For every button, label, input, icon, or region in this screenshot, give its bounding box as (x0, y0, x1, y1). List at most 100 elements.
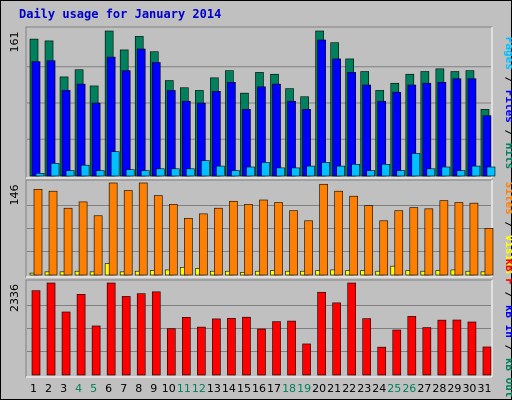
x-tick-label: 13 (207, 382, 221, 395)
bar-files-day-18 (287, 100, 296, 177)
bar-kbytes-day-23 (362, 318, 372, 376)
bar-files-day-21 (332, 58, 341, 177)
bar-sites-day-9 (153, 195, 163, 276)
bar-kbytes-day-2 (46, 282, 56, 376)
bar-sites-day-27 (424, 208, 434, 276)
x-tick-label: 16 (252, 382, 266, 395)
bar-kbytes-day-4 (76, 294, 86, 376)
bar-kbytes-day-29 (452, 319, 462, 376)
bar-files-day-27 (422, 82, 432, 177)
bar-files-day-14 (227, 82, 236, 177)
bar-kbytes-day-22 (347, 282, 356, 376)
bar-pages-day-30 (471, 165, 481, 177)
bar-sites-day-22 (349, 195, 358, 276)
x-tick-label: 22 (342, 382, 356, 395)
legend-sites-visits: Sites / Visits (503, 182, 512, 275)
bar-files-day-17 (272, 83, 281, 177)
bar-pages-day-26 (411, 153, 421, 177)
bar-sites-day-21 (334, 190, 343, 276)
bar-sites-day-11 (184, 217, 193, 276)
bar-kbytes-day-27 (422, 327, 432, 376)
bar-kbytes-day-20 (317, 291, 326, 376)
x-tick-label: 28 (432, 382, 446, 395)
bar-pages-day-2 (50, 163, 60, 177)
bar-pages-day-11 (186, 168, 195, 177)
bar-kbytes-day-3 (61, 311, 71, 376)
bar-kbytes-day-30 (467, 321, 477, 376)
bar-kbytes-day-19 (302, 343, 311, 376)
bar-sites-day-31 (484, 228, 494, 276)
bar-sites-day-14 (229, 200, 238, 276)
bar-pages-day-1 (35, 172, 45, 177)
bar-pages-day-6 (110, 151, 120, 177)
bar-pages-day-22 (351, 163, 360, 177)
x-tick-label: 25 (387, 382, 401, 395)
bar-sites-day-12 (199, 213, 208, 276)
bar-files-day-4 (76, 83, 86, 177)
bar-files-day-8 (136, 48, 146, 177)
x-tick-label: 7 (120, 382, 127, 395)
x-tick-label: 24 (372, 382, 386, 395)
bar-sites-day-2 (48, 190, 58, 276)
bar-pages-day-27 (426, 168, 436, 177)
chart-title: Daily usage for January 2014 (19, 7, 221, 21)
bar-sites-day-25 (394, 210, 404, 276)
bar-kbytes-day-31 (482, 346, 492, 376)
bar-pages-day-31 (486, 166, 496, 177)
bar-kbytes-day-8 (136, 293, 146, 376)
bar-kbytes-day-10 (166, 328, 176, 376)
bar-pages-day-3 (65, 170, 75, 177)
bar-pages-day-24 (381, 163, 391, 177)
bar-kbytes-day-11 (182, 317, 191, 376)
bar-pages-day-25 (396, 170, 406, 177)
bar-pages-day-10 (170, 168, 180, 177)
x-tick-label: 31 (477, 382, 491, 395)
bar-kbytes-day-18 (287, 320, 296, 376)
bar-files-day-1 (31, 61, 41, 177)
x-tick-label: 15 (237, 382, 251, 395)
x-tick-label: 17 (267, 382, 281, 395)
bar-kbytes-day-24 (377, 346, 387, 376)
bar-sites-day-3 (63, 207, 73, 276)
panel-hits: 161 (8, 26, 496, 179)
x-tick-label: 14 (222, 382, 236, 395)
bar-pages-day-15 (246, 166, 255, 177)
x-tick-label: 20 (312, 382, 326, 395)
bar-pages-day-23 (366, 170, 376, 177)
bar-kbytes-day-21 (332, 302, 341, 376)
bar-files-day-30 (467, 78, 477, 177)
bar-kbytes-day-16 (257, 328, 266, 376)
bar-pages-day-20 (321, 162, 330, 177)
bar-files-day-5 (91, 102, 101, 177)
x-tick-label: 30 (462, 382, 476, 395)
bar-sites-day-28 (439, 200, 449, 276)
bar-files-day-28 (437, 82, 447, 177)
x-axis-ticks: 1 2 3 4 5 6 7 8 9 10 11 12 13 14 15 16 17 18 19 20 21 22 23 24 2… (30, 382, 491, 395)
bar-pages-day-19 (306, 165, 315, 177)
bar-sites-day-29 (454, 202, 464, 276)
x-tick-label: 6 (105, 382, 112, 395)
bar-kbytes-day-14 (227, 318, 236, 376)
bar-pages-day-7 (125, 169, 135, 177)
bar-pages-day-5 (95, 170, 105, 177)
bar-kbytes-day-1 (31, 290, 41, 376)
bar-sites-day-6 (108, 182, 118, 276)
bar-sites-day-4 (78, 201, 88, 276)
x-tick-label: 1 (30, 382, 37, 395)
bar-kbytes-day-17 (272, 321, 281, 376)
bar-sites-day-18 (289, 210, 298, 276)
bar-pages-day-4 (80, 164, 90, 177)
bar-sites-day-23 (364, 205, 374, 276)
bar-kbytes-day-25 (392, 329, 402, 376)
chart-panels: 161 146 2336 (8, 26, 496, 378)
legend-pages-files-hits: Pages / Files / Hits (503, 37, 512, 170)
y-max-label-hits: 161 (8, 32, 21, 53)
bar-files-day-25 (392, 91, 402, 177)
bar-pages-day-29 (456, 170, 466, 177)
bar-sites-day-16 (259, 199, 268, 276)
x-tick-label: 18 (282, 382, 296, 395)
bar-sites-day-13 (214, 207, 223, 276)
bar-files-day-22 (347, 72, 356, 177)
bar-kbytes-day-12 (197, 326, 206, 376)
bar-pages-day-28 (441, 166, 451, 177)
